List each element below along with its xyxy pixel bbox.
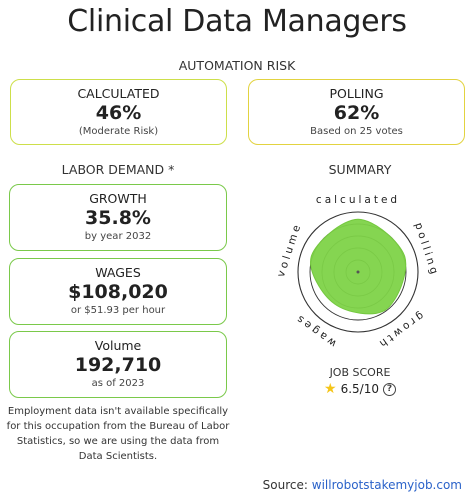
summary-heading: SUMMARY	[328, 162, 392, 177]
calculated-sub: (Moderate Risk)	[78, 126, 159, 137]
radar-shape	[310, 218, 407, 315]
polling-risk-card: POLLING 62% Based on 25 votes	[248, 79, 465, 145]
calculated-label: CALCULATED	[77, 86, 160, 101]
job-score-value: 6.5/10	[340, 382, 379, 396]
volume-value: 192,710	[74, 354, 162, 376]
job-score-label: JOB SCORE	[329, 366, 391, 379]
radar-axis-label-polling: polling	[412, 221, 441, 278]
data-source-note: Employment data isn't available specific…	[6, 406, 230, 462]
radar-axis-label-growth: growth	[375, 309, 426, 351]
wages-sub: or $51.93 per hour	[70, 305, 166, 316]
page-title: Clinical Data Managers	[67, 4, 407, 39]
wages-label: WAGES	[95, 265, 141, 280]
growth-card: GROWTH 35.8% by year 2032	[9, 184, 227, 251]
wages-value: $108,020	[68, 281, 168, 303]
growth-label: GROWTH	[89, 191, 147, 206]
radar-ring-outer	[297, 211, 419, 333]
radar-center-dot	[356, 270, 360, 274]
volume-label: Volume	[94, 338, 142, 353]
radar-axis-label-volume: volume	[275, 221, 304, 279]
automation-risk-heading: AUTOMATION RISK	[178, 58, 296, 73]
labor-demand-heading: LABOR DEMAND *	[61, 162, 175, 177]
radar-axis-label-calculated: calculated	[316, 194, 400, 206]
growth-sub: by year 2032	[84, 231, 152, 242]
radar-axis-label-wages: wages	[293, 311, 339, 349]
source-line: Source: willrobotstakemyjob.com	[263, 478, 462, 492]
polling-label: POLLING	[329, 86, 384, 101]
job-score: ★ 6.5/10 ?	[300, 381, 420, 397]
polling-sub: Based on 25 votes	[310, 126, 403, 137]
volume-sub: as of 2023	[91, 378, 145, 389]
question-circle-icon[interactable]: ?	[382, 382, 396, 396]
volume-card: Volume 192,710 as of 2023	[9, 331, 227, 398]
source-link[interactable]: willrobotstakemyjob.com	[311, 478, 462, 492]
calculated-risk-card: CALCULATED 46% (Moderate Risk)	[10, 79, 227, 145]
growth-value: 35.8%	[85, 207, 151, 229]
summary-radar-chart: calculated polling growth wages volume	[275, 194, 441, 351]
polling-value: 62%	[333, 102, 380, 124]
calculated-value: 46%	[95, 102, 142, 124]
source-label: Source:	[262, 478, 308, 492]
wages-card: WAGES $108,020 or $51.93 per hour	[9, 258, 227, 325]
star-icon: ★	[324, 381, 337, 397]
